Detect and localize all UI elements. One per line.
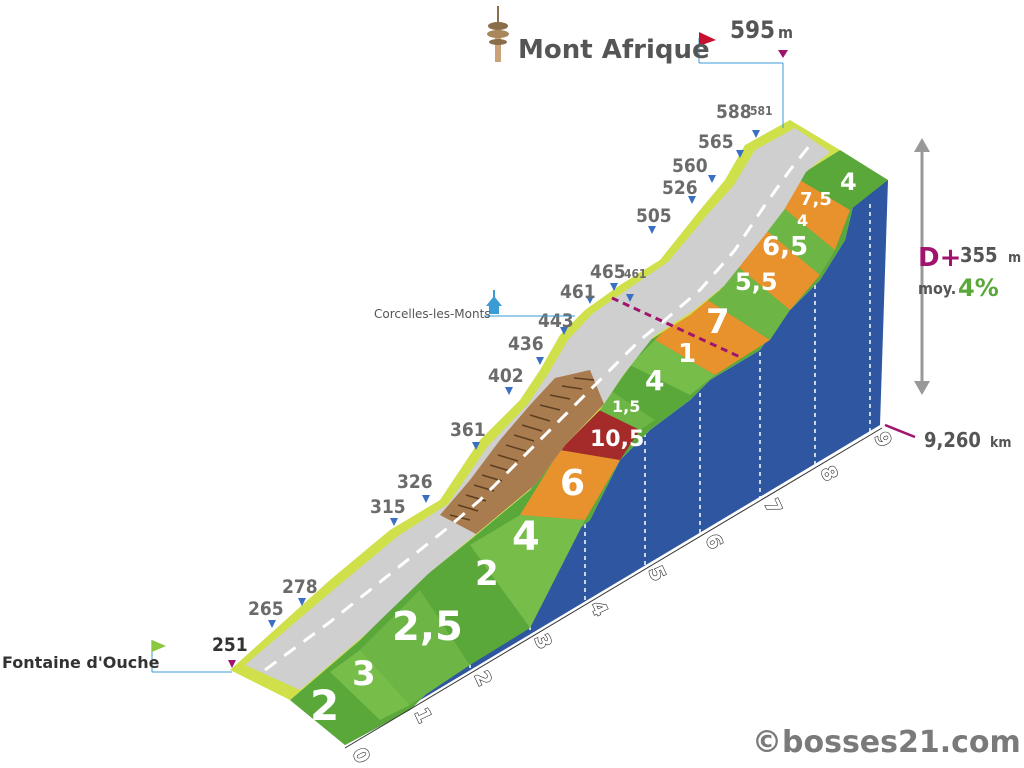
- gradient-label: 6: [560, 463, 585, 504]
- svg-text:265: 265: [248, 598, 284, 620]
- svg-text:443: 443: [538, 310, 574, 332]
- gradient-label: 7,5: [800, 189, 832, 210]
- gradient-label: 4: [840, 168, 857, 196]
- svg-text:581: 581: [750, 104, 773, 118]
- svg-text:588: 588: [716, 101, 752, 123]
- altitude-marker-triangles: [268, 130, 760, 628]
- svg-text:402: 402: [488, 365, 524, 387]
- altitude-labels: 265 278 315 326 361 402 436 443 461 465 …: [248, 101, 773, 620]
- svg-text:361: 361: [450, 419, 486, 441]
- svg-text:461: 461: [624, 267, 647, 281]
- gradient-label: 3: [352, 654, 376, 694]
- summit-marker-icon: [778, 50, 788, 58]
- svg-text:505: 505: [636, 205, 672, 227]
- gradient-label: 5,5: [735, 268, 778, 296]
- summit-name: Mont Afrique: [518, 35, 710, 65]
- total-distance-unit: km: [990, 435, 1012, 451]
- svg-text:278: 278: [282, 576, 318, 598]
- gradient-label: 7: [706, 302, 730, 342]
- svg-text:0: 0: [347, 744, 375, 767]
- svg-text:436: 436: [508, 333, 544, 355]
- start-marker-icon: [228, 660, 236, 668]
- gradient-label: 1: [678, 339, 696, 369]
- svg-text:461: 461: [560, 281, 596, 303]
- distance-marker-line: [884, 423, 916, 439]
- gradient-label: 4: [797, 211, 808, 230]
- dirt-track-hatching: [449, 377, 595, 521]
- summit-unit: m: [778, 23, 793, 42]
- svg-text:326: 326: [397, 471, 433, 493]
- gradient-label: 2: [310, 681, 339, 730]
- gradient-label: 4: [645, 364, 664, 397]
- start-name: Fontaine d'Ouche: [2, 653, 160, 672]
- gradient-labels: 2 3 2,5 2 4 6 10,5 1,5 4 1 7 5,5 6,5 4 7…: [310, 168, 857, 730]
- svg-text:9: 9: [869, 428, 897, 451]
- elevation-stats: D+ 355 m moy. 4%: [914, 138, 1021, 395]
- gradient-label: 2,5: [392, 604, 463, 650]
- green-flag-icon: [152, 640, 166, 652]
- svg-text:3: 3: [529, 630, 557, 653]
- avg-label: moy.: [918, 279, 956, 298]
- dirt-track: [440, 370, 604, 534]
- svg-text:2: 2: [469, 667, 497, 690]
- svg-text:465: 465: [590, 261, 626, 283]
- copyright: ©bosses21.com: [752, 725, 1021, 760]
- dplus-label: D+: [918, 243, 961, 273]
- gradient-tiles: [290, 152, 888, 745]
- gradient-label: 6,5: [762, 232, 808, 262]
- svg-text:560: 560: [672, 155, 708, 177]
- profile-side-wall: [345, 180, 888, 745]
- total-distance: 9,260: [924, 428, 981, 452]
- profile-baseline: [344, 427, 883, 749]
- avg-value: 4%: [958, 274, 999, 302]
- church-icon: [486, 290, 502, 314]
- summit-altitude: 595: [730, 16, 775, 44]
- village-name: Corcelles-les-Monts: [374, 307, 491, 321]
- gradient-label: 10,5: [590, 427, 644, 452]
- svg-text:4: 4: [585, 597, 613, 620]
- tower-icon: [487, 6, 509, 62]
- start-altitude: 251: [212, 634, 248, 656]
- red-flag-icon: [699, 32, 716, 46]
- road-center-line: [264, 144, 812, 672]
- gradient-label: 1,5: [612, 397, 640, 416]
- svg-text:315: 315: [370, 496, 406, 518]
- dplus-unit: m: [1008, 250, 1021, 266]
- gradient-label: 4: [512, 514, 540, 560]
- svg-text:526: 526: [662, 177, 698, 199]
- dplus-value: 355: [960, 243, 998, 267]
- gradient-label: 2: [475, 554, 499, 594]
- svg-text:5: 5: [643, 562, 671, 585]
- svg-text:565: 565: [698, 131, 734, 153]
